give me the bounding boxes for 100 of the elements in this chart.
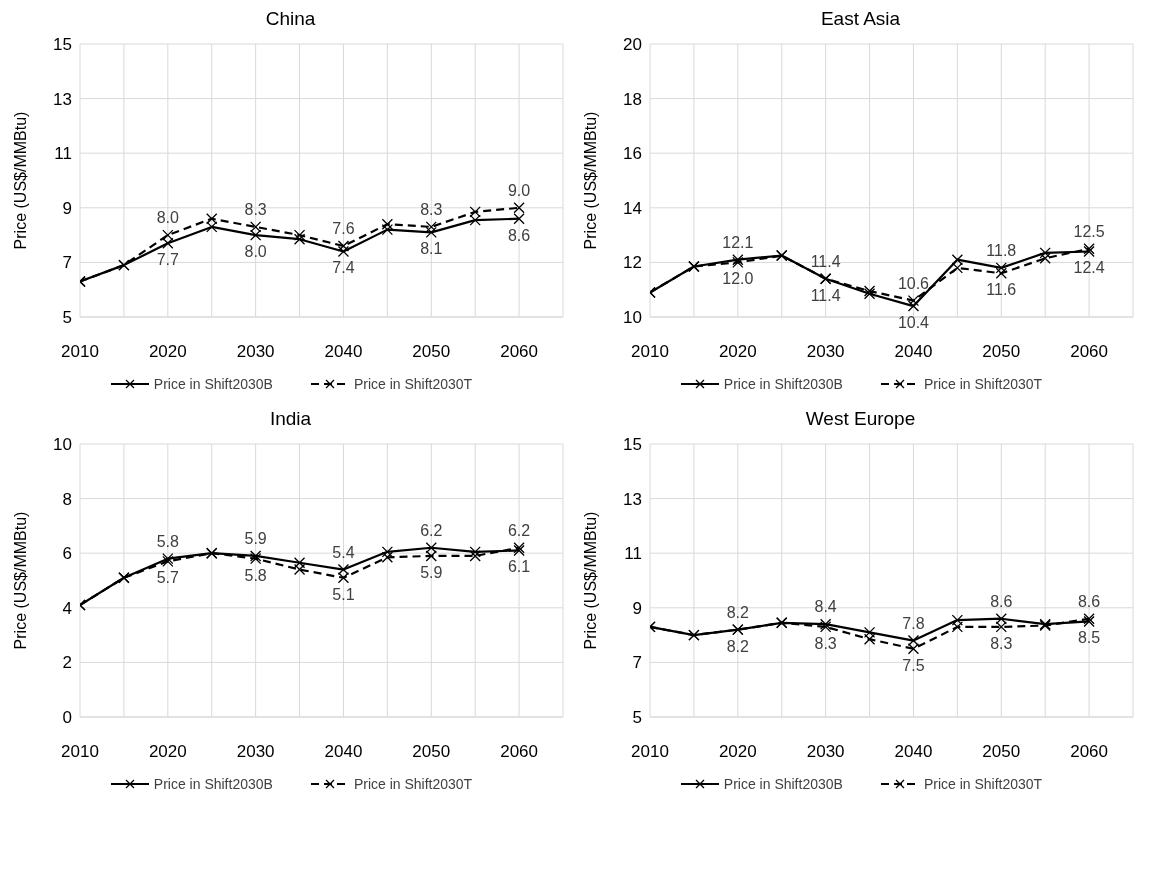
y-tick-label: 18 xyxy=(623,89,642,109)
point xyxy=(425,542,437,554)
y-tick-label: 0 xyxy=(62,708,72,728)
y-tick-label: 16 xyxy=(623,144,642,164)
y-tick-label: 5 xyxy=(62,308,72,328)
point xyxy=(381,551,394,563)
y-tick-label: 11 xyxy=(54,144,72,164)
data-label: 8.6 xyxy=(507,226,531,244)
x-tick-label: 2020 xyxy=(718,342,757,362)
point xyxy=(293,557,306,569)
point xyxy=(1039,252,1051,264)
y-axis-title: Price (US$/MMBtu) xyxy=(11,511,29,650)
chart-title: West Europe xyxy=(804,408,917,431)
point xyxy=(425,221,437,233)
point xyxy=(907,634,920,647)
y-tick-label: 13 xyxy=(623,489,642,509)
data-label: 8.4 xyxy=(814,598,837,616)
data-label: 8.2 xyxy=(726,603,750,621)
data-label: 5.8 xyxy=(244,566,267,584)
y-tick-label: 6 xyxy=(62,544,72,564)
point xyxy=(513,202,525,214)
data-label: 5.8 xyxy=(156,532,180,550)
legend-label: Price in Shift2030B xyxy=(153,776,273,792)
data-label: 8.3 xyxy=(990,634,1013,652)
y-tick-label: 20 xyxy=(623,35,642,55)
data-label: 8.1 xyxy=(420,240,443,258)
point xyxy=(425,550,437,562)
point xyxy=(469,550,481,562)
data-label: 7.8 xyxy=(902,614,925,632)
point xyxy=(381,218,394,230)
data-label: 5.9 xyxy=(420,563,443,581)
data-label: 8.6 xyxy=(990,592,1013,610)
x-tick-label: 2010 xyxy=(61,342,99,362)
point xyxy=(907,294,920,307)
point xyxy=(951,621,964,633)
x-tick-label: 2020 xyxy=(148,342,187,362)
data-label: 11.4 xyxy=(810,252,841,270)
y-axis-title: Price (US$/MMBtu) xyxy=(581,111,599,250)
data-label: 12.1 xyxy=(722,233,754,251)
x-tick-label: 2040 xyxy=(894,342,933,362)
data-label: 7.4 xyxy=(332,259,355,277)
point xyxy=(249,221,262,233)
data-label: 8.3 xyxy=(244,200,267,218)
point xyxy=(907,643,920,655)
data-label: 9.0 xyxy=(507,181,531,199)
point xyxy=(206,213,218,225)
legend-label: Price in Shift2030T xyxy=(923,376,1043,392)
point xyxy=(951,262,964,274)
x-tick-label: 2030 xyxy=(236,342,275,362)
point xyxy=(907,300,920,312)
data-label: 11.6 xyxy=(986,281,1017,299)
data-label: 8.6 xyxy=(1077,592,1101,610)
point xyxy=(951,614,964,626)
y-tick-label: 2 xyxy=(62,653,72,673)
data-label: 5.4 xyxy=(332,543,355,561)
y-tick-label: 13 xyxy=(53,89,72,109)
y-tick-label: 10 xyxy=(623,308,642,328)
y-tick-label: 14 xyxy=(623,198,642,218)
point xyxy=(469,546,481,558)
data-label: 7.5 xyxy=(902,656,925,674)
y-tick-label: 10 xyxy=(53,435,72,455)
x-tick-label: 2040 xyxy=(894,742,933,762)
point xyxy=(425,226,437,239)
legend-label: Price in Shift2030B xyxy=(723,776,843,792)
point xyxy=(381,223,394,236)
chart-title: India xyxy=(268,408,313,431)
data-label: 12.5 xyxy=(1073,222,1105,240)
x-tick-label: 2010 xyxy=(631,342,669,362)
x-tick-label: 2030 xyxy=(236,742,275,762)
point xyxy=(951,254,964,266)
x-tick-label: 2060 xyxy=(1070,342,1108,362)
data-label: 5.1 xyxy=(332,585,355,603)
data-label: 6.1 xyxy=(507,558,531,576)
data-label: 11.8 xyxy=(986,241,1017,259)
x-tick-label: 2050 xyxy=(412,342,451,362)
data-label: 12.0 xyxy=(722,270,754,288)
point xyxy=(337,563,350,576)
y-axis-title: Price (US$/MMBtu) xyxy=(11,111,29,250)
x-tick-label: 2040 xyxy=(324,342,363,362)
data-label: 8.0 xyxy=(156,209,180,227)
point xyxy=(337,572,350,584)
data-label: 8.5 xyxy=(1077,629,1101,647)
data-label: 5.7 xyxy=(156,569,180,587)
x-tick-label: 2050 xyxy=(412,742,451,762)
legend-label: Price in Shift2030B xyxy=(153,376,273,392)
y-axis-title: Price (US$/MMBtu) xyxy=(581,511,599,650)
point xyxy=(863,626,876,639)
x-tick-label: 2020 xyxy=(718,742,757,762)
point xyxy=(337,245,350,258)
point xyxy=(995,262,1007,274)
data-label: 12.4 xyxy=(1073,259,1105,277)
chart-title: China xyxy=(264,8,317,31)
point xyxy=(513,213,525,225)
y-tick-label: 4 xyxy=(62,598,72,618)
y-tick-label: 5 xyxy=(632,708,642,728)
y-tick-label: 7 xyxy=(632,653,642,673)
point xyxy=(995,613,1007,625)
data-label: 5.9 xyxy=(244,529,267,547)
y-tick-label: 11 xyxy=(624,544,642,564)
x-tick-label: 2020 xyxy=(148,742,187,762)
